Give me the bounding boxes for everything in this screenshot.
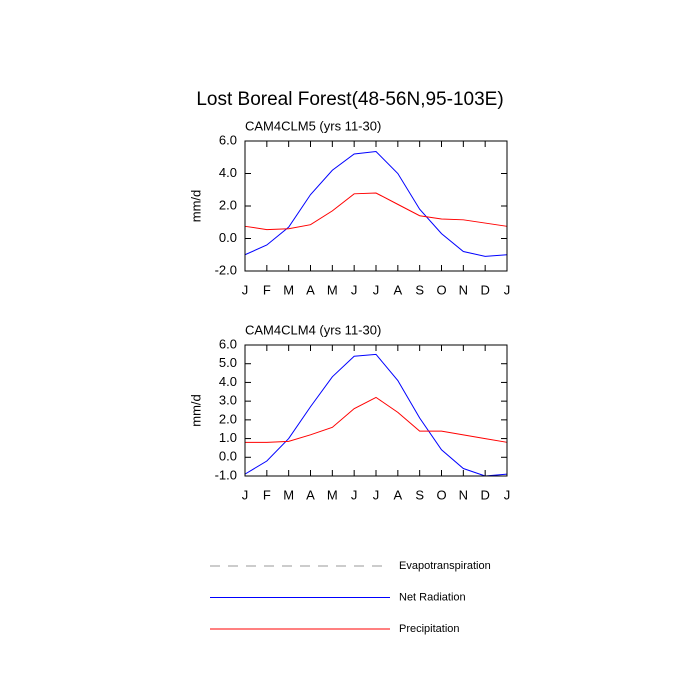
legend-label: Net Radiation <box>399 591 466 603</box>
y-axis-label: mm/d <box>188 394 203 427</box>
x-tick-label: O <box>436 487 446 502</box>
x-tick-label: J <box>351 487 358 502</box>
panel-title: CAM4CLM4 (yrs 11-30) <box>245 322 381 337</box>
x-tick-label: O <box>436 282 446 297</box>
x-tick-label: F <box>263 487 271 502</box>
x-tick-label: S <box>415 487 424 502</box>
x-tick-label: M <box>327 282 338 297</box>
x-tick-label: J <box>373 282 380 297</box>
y-tick-label: 0.0 <box>219 230 237 245</box>
y-tick-label: 2.0 <box>219 197 237 212</box>
plot-frame <box>244 140 508 272</box>
y-tick-label: -2.0 <box>215 262 237 277</box>
y-tick-label: 3.0 <box>219 393 237 408</box>
series-line <box>244 192 508 231</box>
x-tick-label: S <box>415 282 424 297</box>
figure-title: Lost Boreal Forest(48-56N,95-103E) <box>196 89 503 110</box>
x-tick-label: A <box>306 487 315 502</box>
x-tick-label: A <box>306 282 315 297</box>
x-tick-label: M <box>283 282 294 297</box>
x-tick-label: N <box>459 282 468 297</box>
y-axis-label: mm/d <box>188 190 203 223</box>
x-tick-label: F <box>263 282 271 297</box>
x-tick-label: A <box>393 487 402 502</box>
x-tick-label: A <box>393 282 402 297</box>
x-tick-label: M <box>327 487 338 502</box>
x-tick-label: N <box>459 487 468 502</box>
x-tick-label: J <box>242 487 249 502</box>
x-tick-label: D <box>480 282 489 297</box>
legend-label: Evapotranspiration <box>399 560 491 572</box>
panel-title: CAM4CLM5 (yrs 11-30) <box>245 118 381 133</box>
x-tick-label: M <box>283 487 294 502</box>
y-tick-label: 6.0 <box>219 132 237 147</box>
y-tick-label: 1.0 <box>219 430 237 445</box>
series-line <box>244 353 508 477</box>
y-tick-label: 5.0 <box>219 355 237 370</box>
plot-frame <box>244 344 508 477</box>
x-tick-label: J <box>504 282 511 297</box>
series-line <box>244 151 508 257</box>
x-tick-label: D <box>480 487 489 502</box>
y-tick-label: 4.0 <box>219 374 237 389</box>
y-tick-label: 2.0 <box>219 411 237 426</box>
x-tick-label: J <box>351 282 358 297</box>
x-tick-label: J <box>504 487 511 502</box>
y-tick-label: -1.0 <box>215 467 237 482</box>
y-tick-label: 4.0 <box>219 165 237 180</box>
x-tick-label: J <box>373 487 380 502</box>
y-tick-label: 6.0 <box>219 336 237 351</box>
y-tick-label: 0.0 <box>219 449 237 464</box>
legend-label: Precipitation <box>399 623 460 635</box>
series-line <box>245 396 508 443</box>
x-tick-label: J <box>242 282 249 297</box>
